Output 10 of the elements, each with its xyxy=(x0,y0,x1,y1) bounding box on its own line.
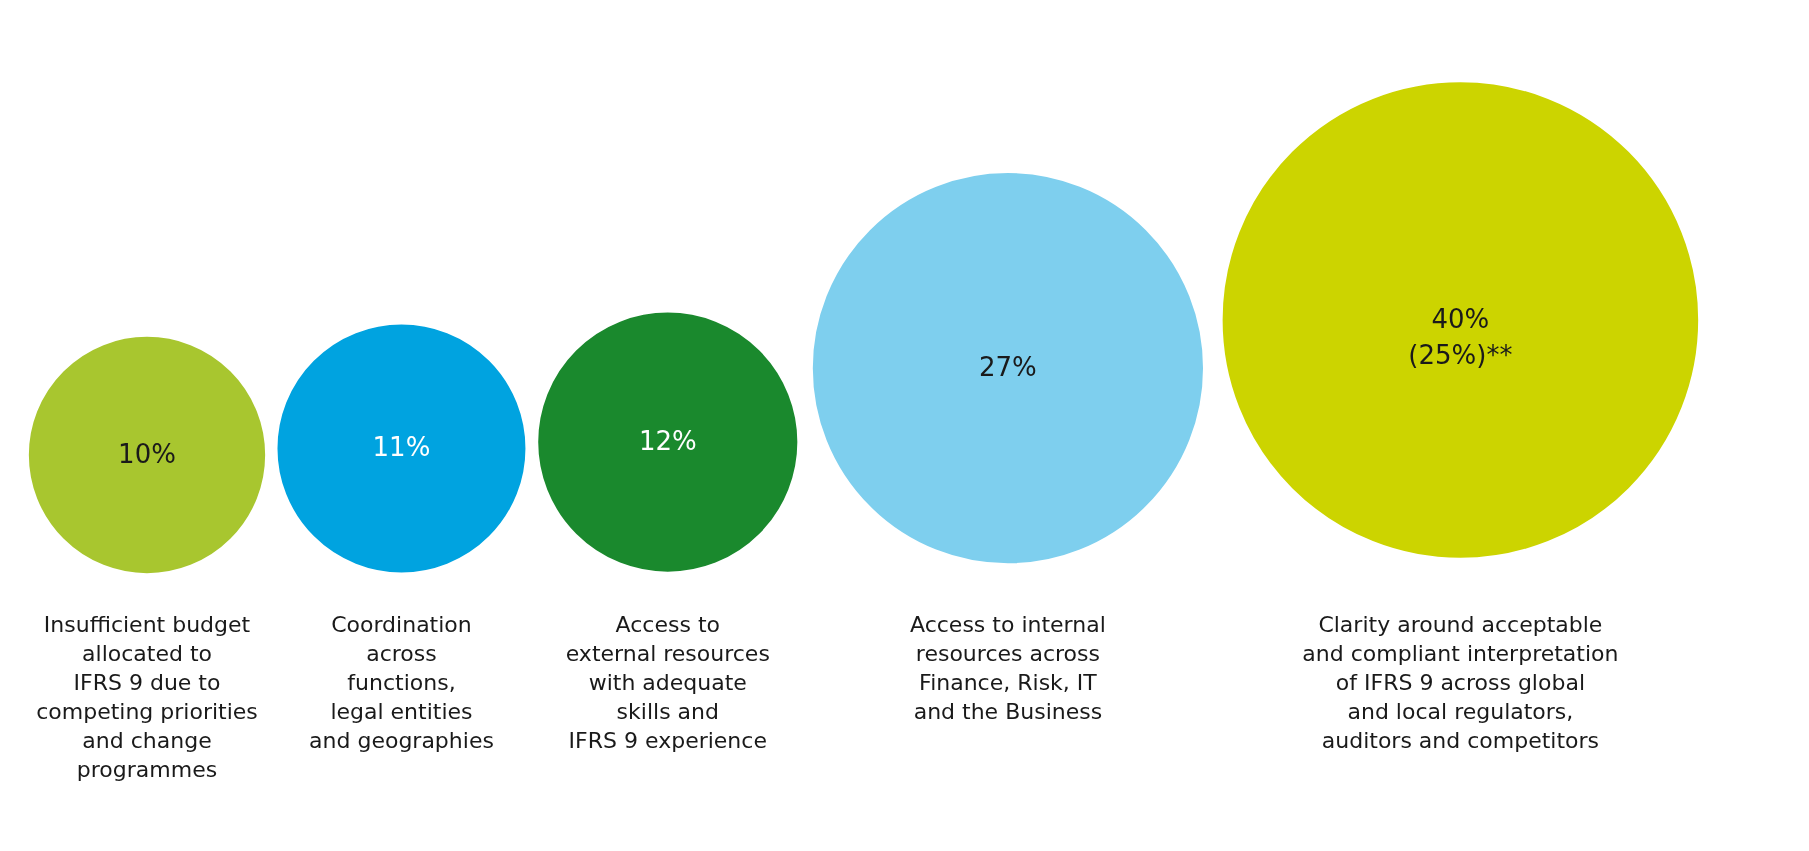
data-label: 10% xyxy=(118,439,176,469)
data-label: 11% xyxy=(372,432,431,463)
data-label: 27% xyxy=(979,352,1037,383)
category-label: Access to external resources with adequate skills and IFRS 9 experience xyxy=(565,612,770,753)
data-label: 40% (25%)** xyxy=(1408,304,1513,370)
category-label: Clarity around acceptable and compliant interpretation of IFRS 9 across global and local regulators, auditors and competitors xyxy=(1302,612,1619,753)
category-label: Insufficient budget allocated to IFRS 9 due to competing priorities and change programmes xyxy=(36,612,258,782)
category-label: Access to internal resources across Finance, Risk, IT and the Business xyxy=(910,612,1106,724)
data-label: 12% xyxy=(638,426,697,457)
category-label: Coordination across functions, legal entities and geographies xyxy=(309,612,494,753)
